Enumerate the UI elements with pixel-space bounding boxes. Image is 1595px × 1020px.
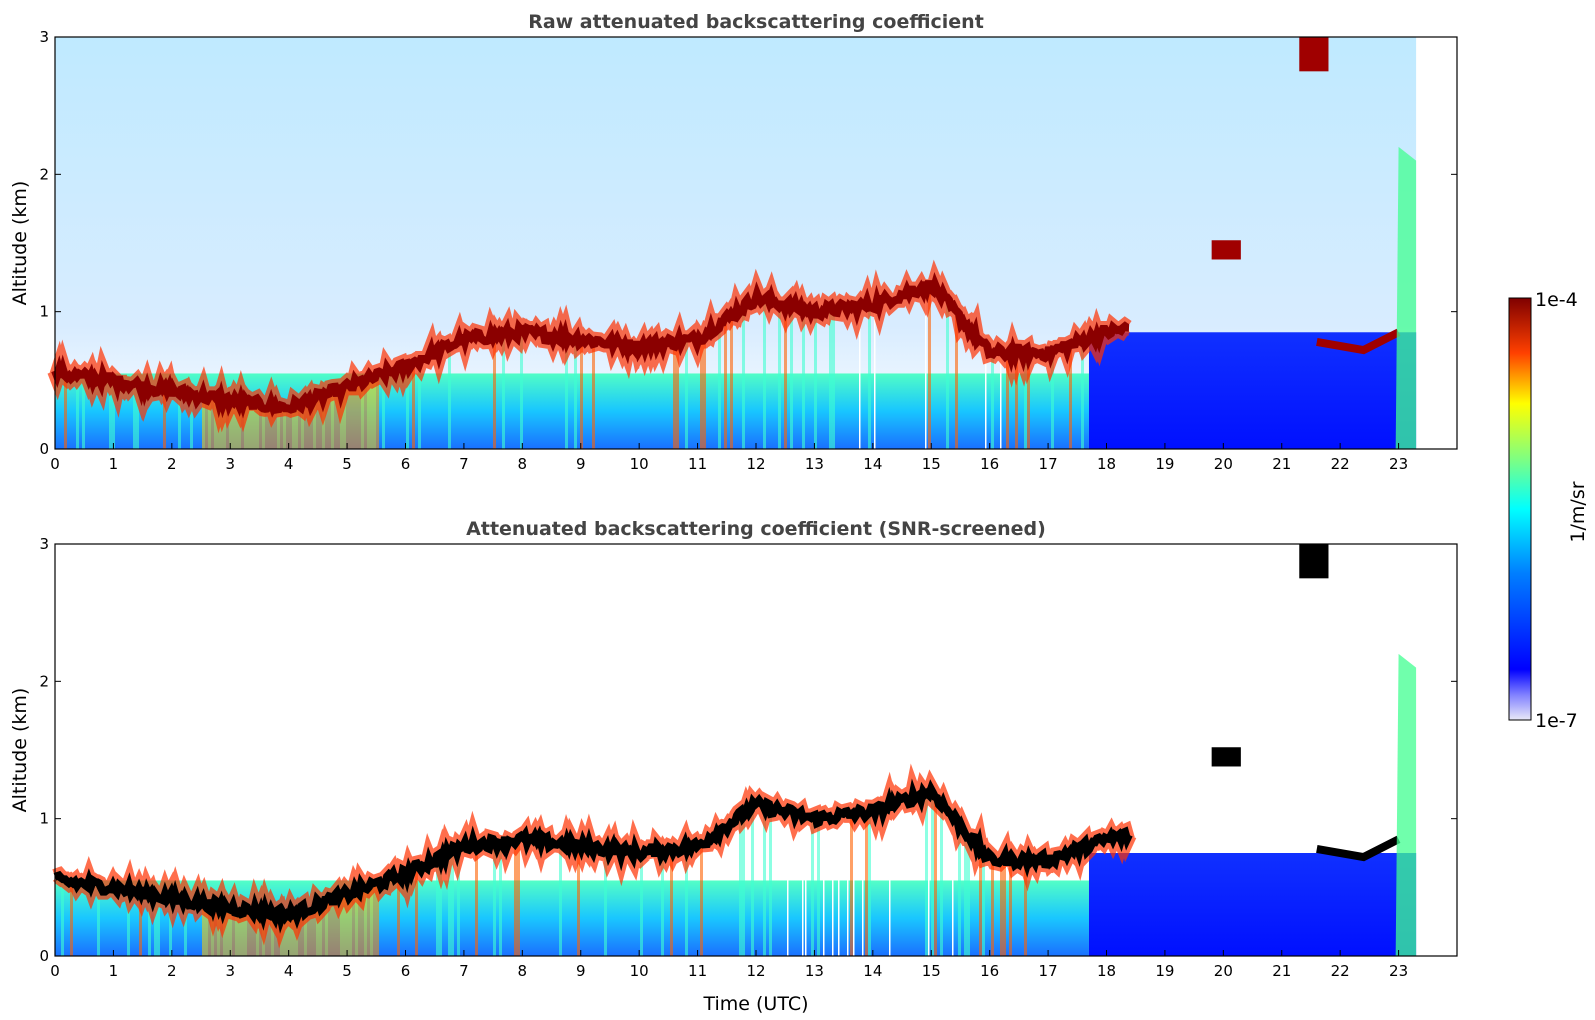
- top-x-tick-label: 15: [922, 455, 941, 473]
- bottom-x-tick-label: 20: [1214, 962, 1233, 980]
- top-x-tick-label: 19: [1155, 455, 1174, 473]
- top-y-axis-label: Altitude (km): [9, 181, 31, 306]
- bottom-x-tick-label: 17: [1039, 962, 1058, 980]
- colorbar: 1e-4 1e-7 1/m/sr: [1508, 289, 1589, 732]
- top-x-tick-label: 4: [284, 455, 294, 473]
- top-x-axis: 0 1 2 3 4 5 6 7 8 9 10 11 12 13 14 15 16 17 18 19 20 21 22 23: [50, 443, 1408, 473]
- top-x-tick-label: 10: [630, 455, 649, 473]
- top-x-tick-label: 23: [1389, 455, 1408, 473]
- top-x-tick-label: 13: [805, 455, 824, 473]
- top-x-tick-label: 9: [576, 455, 586, 473]
- top-y-axis: 0 1 2 3: [39, 28, 1457, 458]
- bottom-x-tick-label: 3: [225, 962, 235, 980]
- bottom-late-cloud: [1316, 835, 1401, 862]
- bottom-x-tick-label: 1: [109, 962, 119, 980]
- bottom-x-tick-label: 16: [980, 962, 999, 980]
- top-upper-cloud: [1299, 37, 1329, 72]
- x-axis-label: Time (UTC): [702, 993, 808, 1015]
- top-x-tick-label: 0: [50, 455, 60, 473]
- bottom-end-plume: [1395, 653, 1417, 956]
- top-late-cloud: [1316, 328, 1401, 355]
- colorbar-max-label: 1e-4: [1535, 289, 1578, 311]
- top-x-tick-label: 2: [167, 455, 177, 473]
- bottom-x-tick-label: 14: [863, 962, 882, 980]
- bottom-elevated-cloud: [1211, 747, 1241, 767]
- top-x-tick-label: 18: [1097, 455, 1116, 473]
- top-cloud-layer: [51, 271, 1130, 419]
- bottom-x-tick-label: 6: [401, 962, 411, 980]
- bottom-y-axis: 0 1 2 3: [39, 535, 1457, 965]
- bottom-x-tick-label: 23: [1389, 962, 1408, 980]
- bottom-y-tick-label: 3: [39, 535, 49, 553]
- top-x-tick-label: 1: [109, 455, 119, 473]
- bottom-x-tick-label: 4: [284, 962, 294, 980]
- top-x-tick-label: 3: [225, 455, 235, 473]
- top-x-tick-label: 14: [863, 455, 882, 473]
- top-x-tick-label: 17: [1039, 455, 1058, 473]
- bottom-cloud-layer: [53, 778, 1133, 934]
- top-y-tick-label: 1: [39, 303, 49, 321]
- top-y-tick-label: 0: [39, 440, 49, 458]
- colorbar-gradient: [1508, 297, 1532, 721]
- bottom-x-tick-label: 10: [630, 962, 649, 980]
- bottom-x-tick-label: 8: [518, 962, 528, 980]
- top-x-tick-label: 12: [746, 455, 765, 473]
- top-heatmap-field: [47, 37, 1417, 449]
- top-x-tick-label: 11: [688, 455, 707, 473]
- top-x-tick-label: 6: [401, 455, 411, 473]
- top-x-tick-label: 21: [1272, 455, 1291, 473]
- bottom-x-tick-label: 5: [342, 962, 352, 980]
- top-x-tick-label: 22: [1331, 455, 1350, 473]
- bottom-panel-title: Attenuated backscattering coefficient (S…: [466, 518, 1046, 540]
- bottom-y-tick-label: 2: [39, 672, 49, 690]
- top-panel-title: Raw attenuated backscattering coefficien…: [528, 11, 984, 33]
- top-y-tick-label: 3: [39, 28, 49, 46]
- colorbar-min-label: 1e-7: [1535, 710, 1578, 732]
- top-x-tick-label: 5: [342, 455, 352, 473]
- bottom-x-tick-label: 21: [1272, 962, 1291, 980]
- bottom-upper-cloud: [1299, 544, 1329, 579]
- bottom-x-tick-label: 11: [688, 962, 707, 980]
- top-x-tick-label: 16: [980, 455, 999, 473]
- bottom-x-tick-label: 19: [1155, 962, 1174, 980]
- bottom-x-axis: 0 1 2 3 4 5 6 7 8 9 10 11 12 13 14 15 16 17 18 19 20 21 22 23: [50, 950, 1408, 980]
- bottom-x-tick-label: 0: [50, 962, 60, 980]
- top-end-plume: [1395, 146, 1417, 449]
- bottom-y-tick-label: 1: [39, 810, 49, 828]
- top-panel: Raw attenuated backscattering coefficien…: [9, 11, 1458, 473]
- bottom-panel: Attenuated backscattering coefficient (S…: [9, 518, 1458, 1015]
- bottom-x-tick-label: 22: [1331, 962, 1350, 980]
- bottom-x-tick-label: 13: [805, 962, 824, 980]
- bottom-x-tick-label: 9: [576, 962, 586, 980]
- top-elevated-cloud: [1211, 240, 1241, 260]
- top-x-tick-label: 20: [1214, 455, 1233, 473]
- bottom-x-tick-label: 15: [922, 962, 941, 980]
- top-x-tick-label: 8: [518, 455, 528, 473]
- bottom-x-tick-label: 12: [746, 962, 765, 980]
- bottom-heatmap-field: [52, 544, 1417, 956]
- bottom-x-tick-label: 2: [167, 962, 177, 980]
- top-y-tick-label: 2: [39, 165, 49, 183]
- colorbar-unit-label: 1/m/sr: [1567, 481, 1589, 542]
- bottom-x-tick-label: 7: [459, 962, 469, 980]
- bottom-x-tick-label: 18: [1097, 962, 1116, 980]
- bottom-night-region: [1088, 853, 1417, 956]
- bottom-y-tick-label: 0: [39, 947, 49, 965]
- bottom-y-axis-label: Altitude (km): [9, 688, 31, 813]
- top-x-tick-label: 7: [459, 455, 469, 473]
